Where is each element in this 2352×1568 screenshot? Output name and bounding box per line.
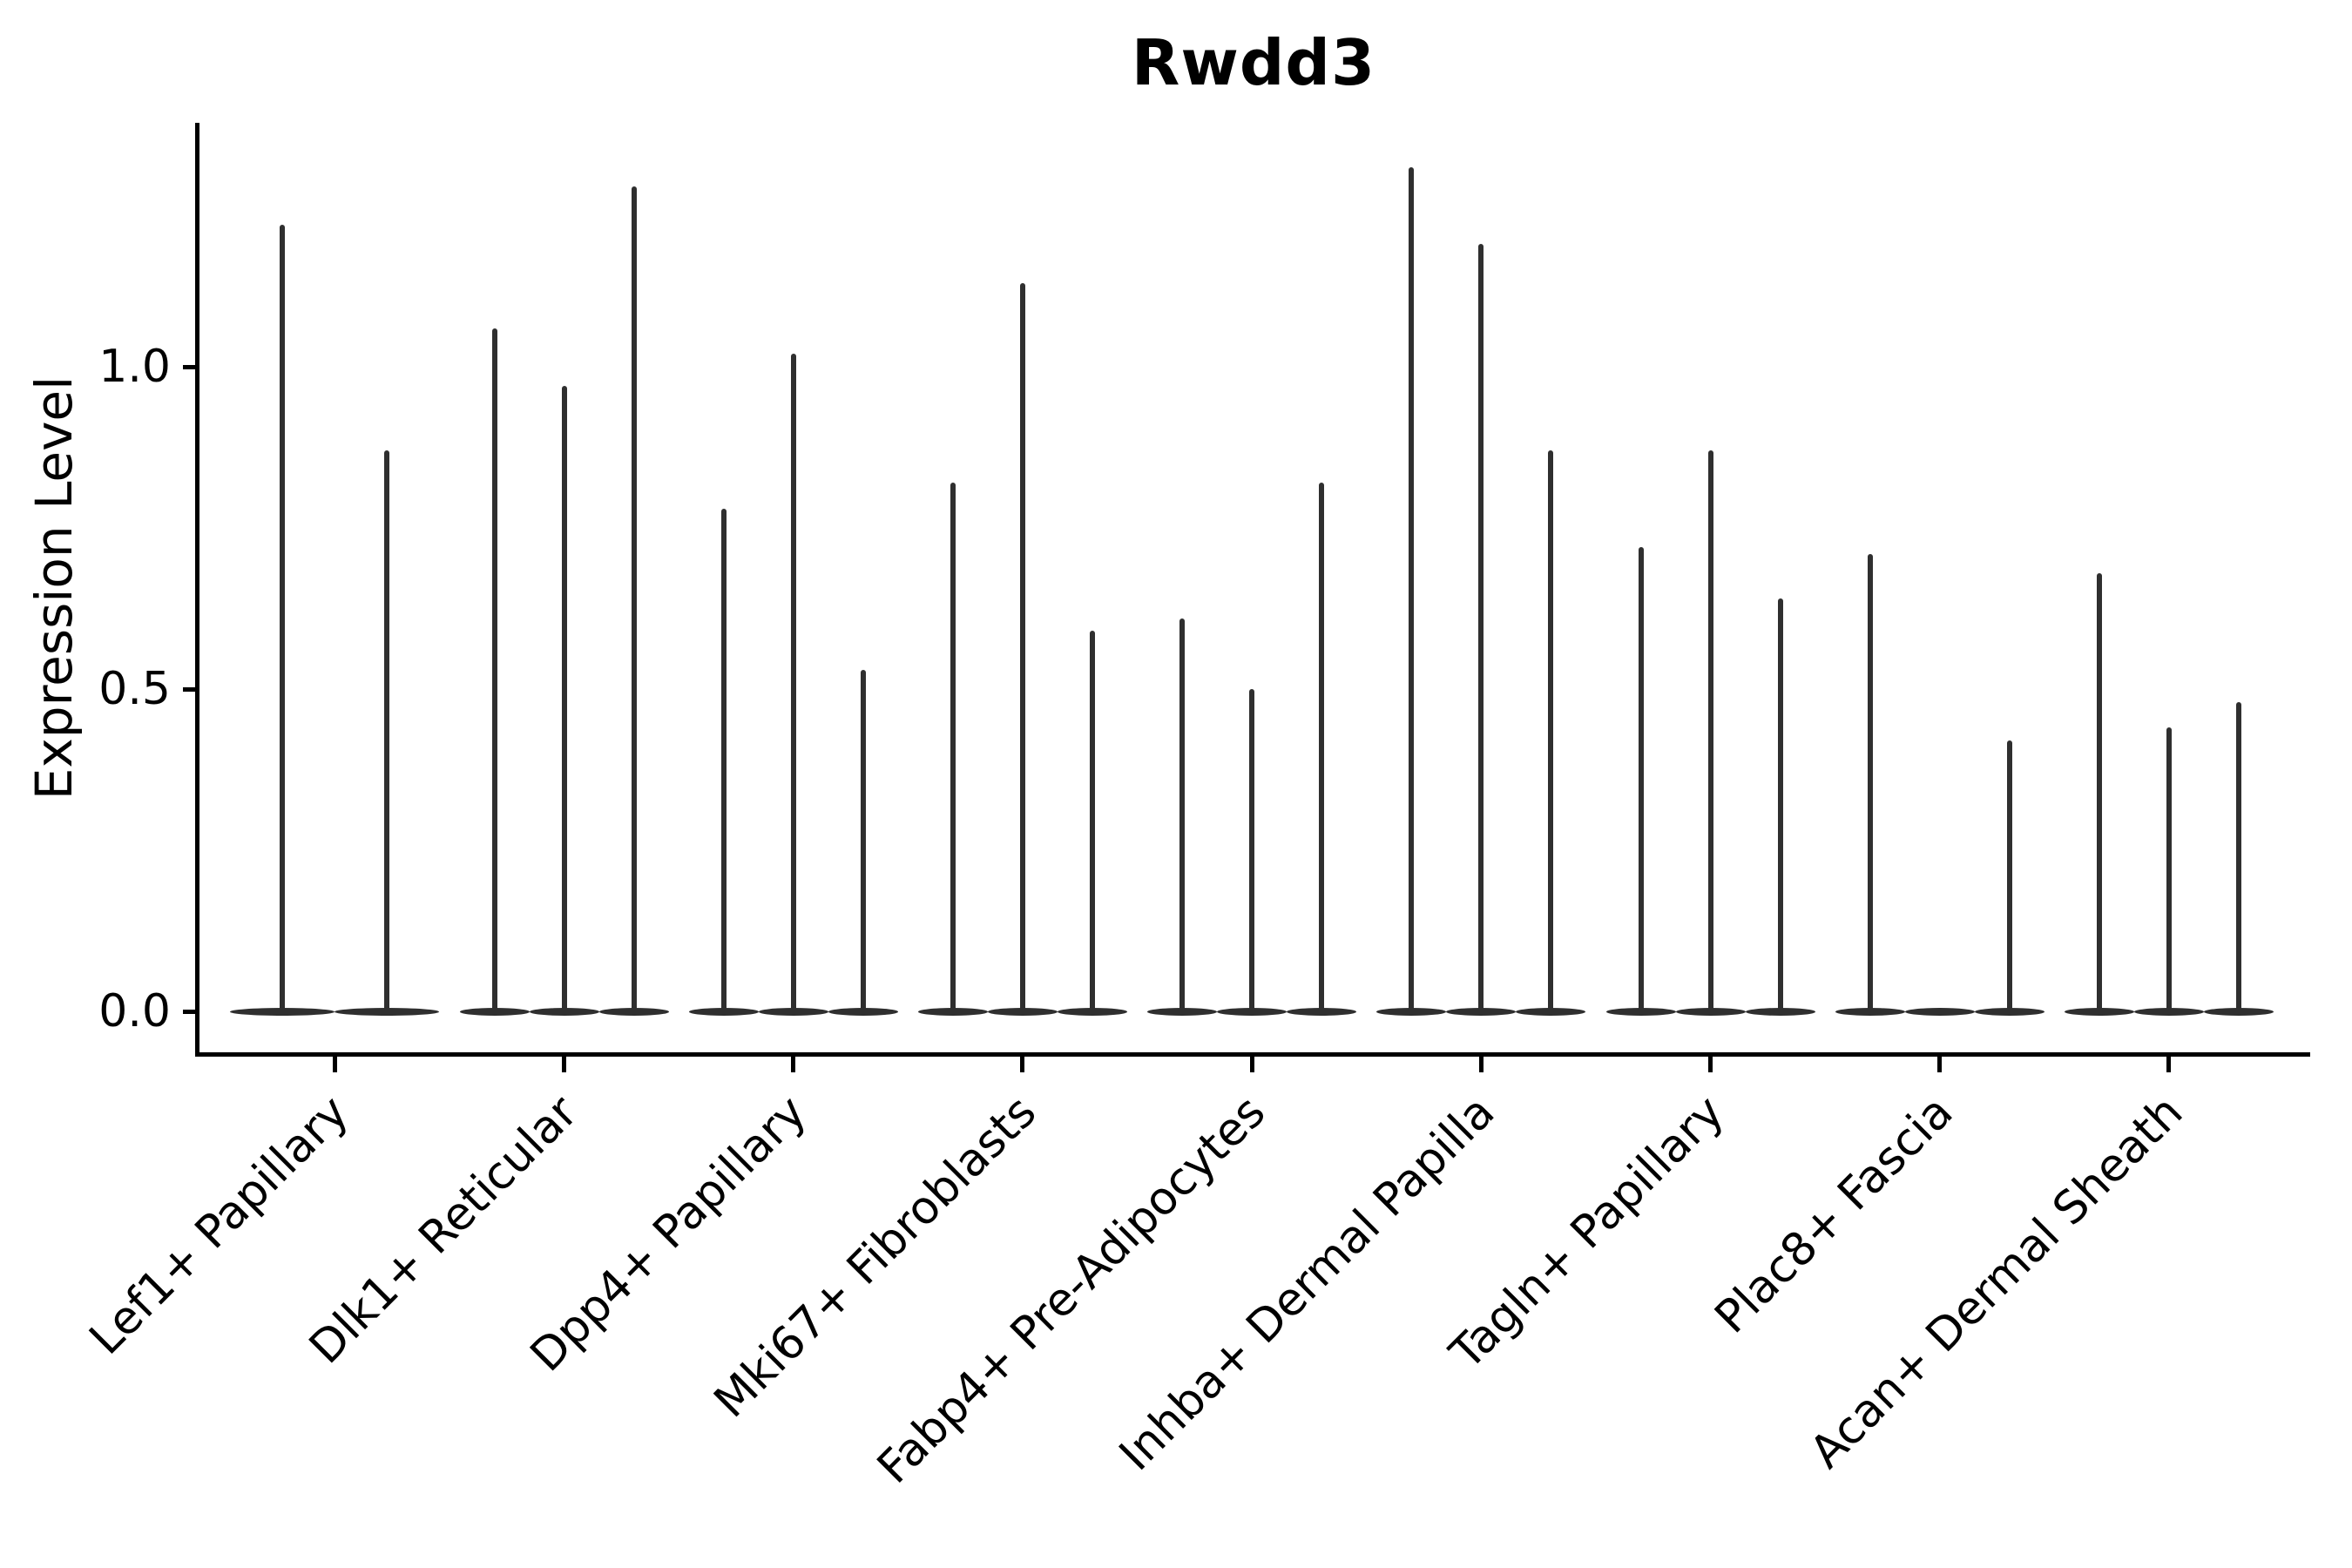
violin-body [1376, 1007, 1447, 1016]
violin-spike [1089, 631, 1095, 1011]
x-tick-mark [332, 1057, 337, 1072]
violin-spike [2235, 701, 2241, 1011]
x-tick-mark [1020, 1057, 1025, 1072]
violin-spike [384, 450, 390, 1011]
x-tick-label: Fabp4+ Pre-Adipocytes [867, 1085, 1276, 1494]
violin-body [987, 1007, 1058, 1016]
violin-spike [1548, 450, 1554, 1011]
violin-spike [790, 354, 796, 1011]
violin-spike [2166, 727, 2172, 1011]
y-tick-mark [183, 365, 197, 369]
x-tick-mark [1708, 1057, 1713, 1072]
violin-spike [1707, 450, 1713, 1011]
violin-body [1147, 1007, 1218, 1016]
plot-title: Rwdd3 [1131, 26, 1376, 99]
violin-spike [1777, 598, 1783, 1011]
violin-body [828, 1007, 898, 1016]
violin-spike [1867, 553, 1873, 1011]
y-tick-label: 0.5 [98, 663, 171, 715]
violin-body [230, 1007, 335, 1016]
violin-body [758, 1007, 828, 1016]
violin-body [335, 1007, 440, 1016]
x-tick-mark [1937, 1057, 1943, 1072]
violin-spike [950, 483, 956, 1011]
violin-body [1217, 1007, 1288, 1016]
violin-body [1974, 1007, 2044, 1016]
violin-spike [280, 225, 286, 1011]
x-tick-mark [791, 1057, 796, 1072]
x-tick-label: Plac8+ Fascia [1705, 1085, 1963, 1344]
x-tick-label: Inhba+ Dermal Papilla [1109, 1085, 1505, 1482]
y-tick-mark [183, 687, 197, 692]
violin-body [529, 1007, 599, 1016]
violin-spike [631, 186, 637, 1011]
violin-spike [720, 508, 727, 1011]
violin-spike [1478, 244, 1484, 1011]
violin-spike [1019, 282, 1025, 1011]
x-tick-mark [1478, 1057, 1484, 1072]
violin-body [459, 1007, 530, 1016]
violin-body [1057, 1007, 1127, 1016]
violin-spike [561, 386, 567, 1011]
x-tick-mark [2166, 1057, 2172, 1072]
x-axis-spine [195, 1052, 2310, 1057]
violin-spike [860, 669, 866, 1011]
x-tick-mark [562, 1057, 566, 1072]
violin-spike [491, 328, 497, 1011]
x-tick-mark [1249, 1057, 1254, 1072]
violin-spike [1179, 618, 1186, 1011]
violin-body [598, 1007, 669, 1016]
violin-body [1287, 1007, 1357, 1016]
violin-body [2203, 1007, 2274, 1016]
violin-body [917, 1007, 988, 1016]
y-axis-spine [195, 123, 199, 1057]
violin-spike [1319, 483, 1325, 1011]
y-tick-mark [183, 1010, 197, 1014]
violin-body [2064, 1007, 2134, 1016]
y-tick-label: 1.0 [98, 341, 171, 393]
violin-spike [2096, 572, 2102, 1011]
y-axis-label: Expression Level [24, 375, 84, 801]
violin-body [1904, 1007, 1975, 1016]
violin-spike [1409, 166, 1415, 1011]
violin-body [2133, 1007, 2204, 1016]
violin-body [1835, 1007, 1905, 1016]
violin-body [1675, 1007, 1746, 1016]
x-tick-label: Acan+ Dermal Sheath [1800, 1085, 2193, 1479]
violin-body [688, 1007, 759, 1016]
violin-body [1516, 1007, 1586, 1016]
violin-body [1605, 1007, 1676, 1016]
violin-spike [1249, 689, 1255, 1011]
violin-body [1446, 1007, 1517, 1016]
y-tick-label: 0.0 [98, 985, 171, 1037]
violin-body [1745, 1007, 1815, 1016]
violin-spike [1638, 547, 1644, 1011]
violin-spike [2006, 740, 2012, 1011]
